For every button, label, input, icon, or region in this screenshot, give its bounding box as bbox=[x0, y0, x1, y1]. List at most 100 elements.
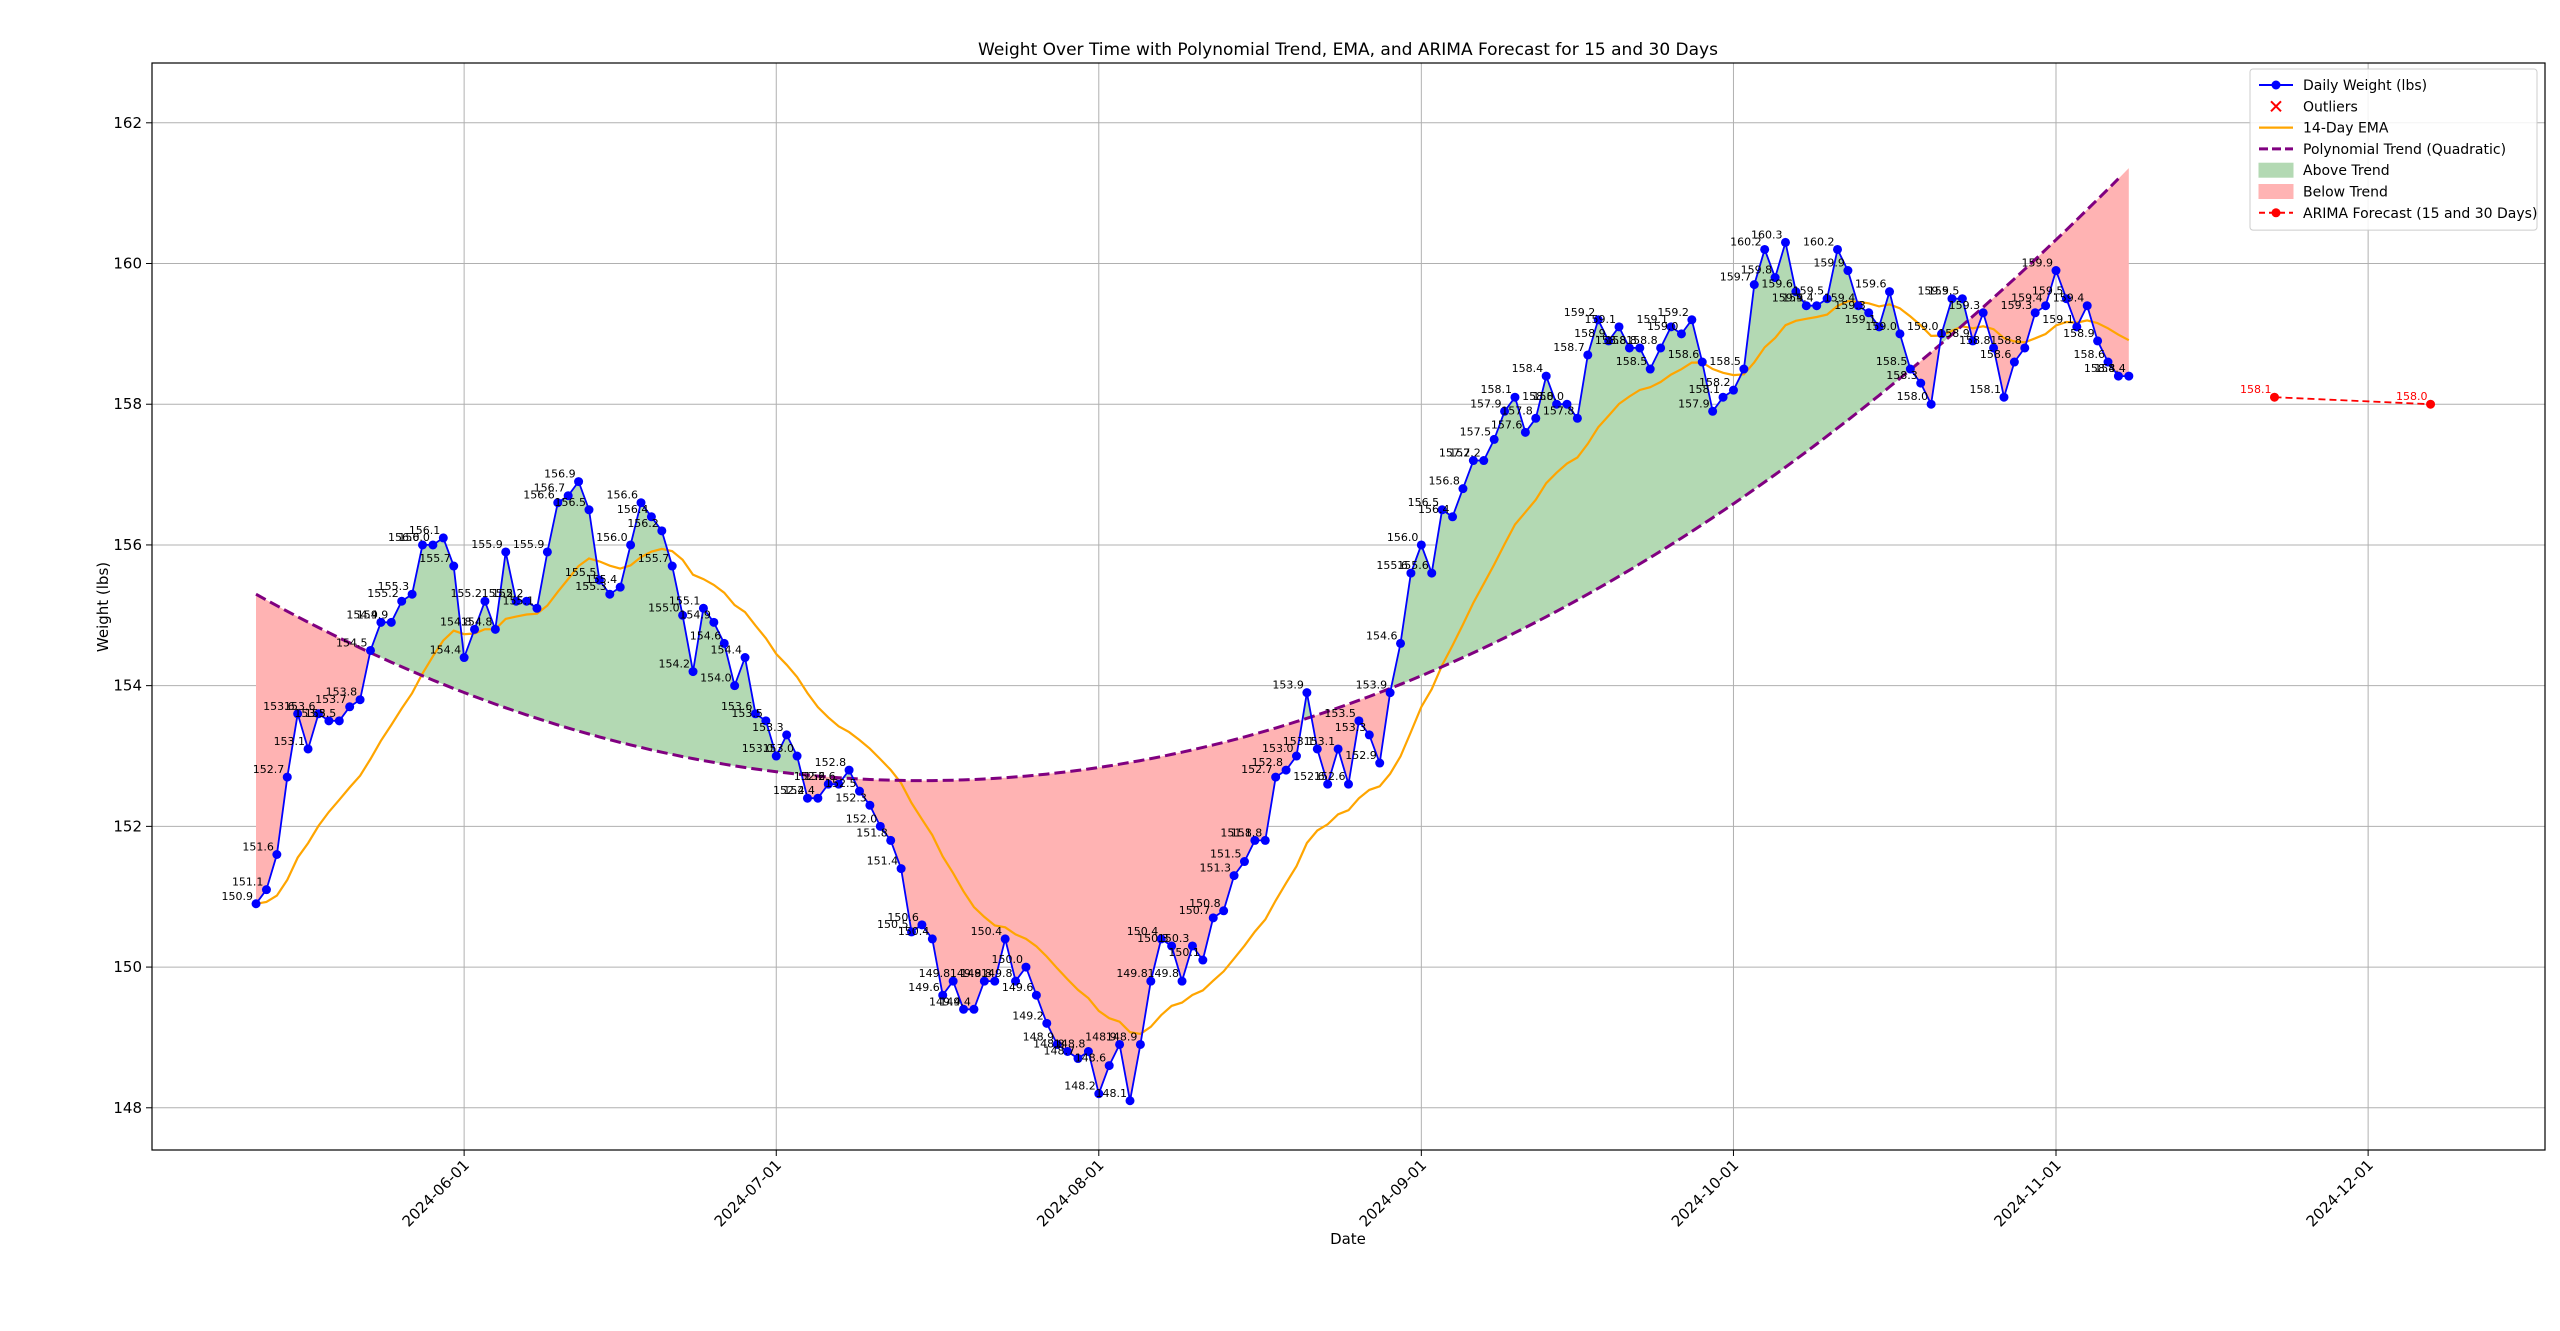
weight-point-label: 158.5 bbox=[1616, 355, 1648, 368]
y-tick-label: 150 bbox=[113, 958, 142, 976]
weight-point bbox=[1354, 716, 1364, 726]
weight-point-label: 159.9 bbox=[1813, 257, 1845, 270]
weight-point-label: 152.4 bbox=[783, 784, 815, 797]
weight-point-label: 158.4 bbox=[2094, 362, 2126, 375]
weight-point-label: 155.6 bbox=[1397, 559, 1429, 572]
weight-point-label: 157.8 bbox=[1501, 404, 1533, 417]
weight-point bbox=[2113, 371, 2123, 381]
weight-point bbox=[594, 575, 604, 585]
legend-label: Above Trend bbox=[2303, 163, 2390, 179]
weight-point-label: 159.5 bbox=[1928, 285, 1960, 298]
weight-point-label: 157.5 bbox=[1460, 425, 1492, 438]
weight-point-label: 149.8 bbox=[950, 967, 982, 980]
weight-point bbox=[1905, 364, 1915, 374]
weight-point bbox=[449, 561, 459, 571]
y-tick-label: 158 bbox=[113, 395, 142, 413]
weight-point-label: 152.5 bbox=[825, 777, 857, 790]
weight-point bbox=[563, 491, 573, 501]
weight-point-label: 156.9 bbox=[544, 468, 576, 481]
weight-point bbox=[626, 540, 636, 550]
weight-point bbox=[542, 547, 552, 557]
weight-point bbox=[376, 617, 386, 627]
weight-point bbox=[605, 589, 615, 599]
weight-point-label: 158.8 bbox=[1595, 334, 1627, 347]
weight-point bbox=[834, 779, 844, 789]
weight-point bbox=[1448, 512, 1458, 522]
weight-point-label: 153.5 bbox=[294, 707, 326, 720]
weight-point-label: 158.6 bbox=[1980, 348, 2012, 361]
weight-point-label: 156.4 bbox=[1418, 503, 1450, 516]
weight-point-label: 153.6 bbox=[284, 700, 316, 713]
weight-point bbox=[813, 793, 823, 803]
weight-point-label: 155.2 bbox=[367, 587, 399, 600]
weight-point-label: 153.7 bbox=[315, 693, 347, 706]
weight-point bbox=[1885, 287, 1895, 297]
weight-point bbox=[761, 716, 771, 726]
weight-point-label: 149.6 bbox=[908, 981, 940, 994]
legend-swatch-marker bbox=[2271, 208, 2281, 218]
weight-point-label: 150.4 bbox=[898, 925, 930, 938]
weight-point-label: 154.2 bbox=[659, 658, 691, 671]
x-axis-title: Date bbox=[1330, 1230, 1366, 1248]
weight-point-label: 155.4 bbox=[586, 573, 618, 586]
weight-point bbox=[2061, 294, 2071, 304]
weight-point-label: 154.8 bbox=[461, 615, 493, 628]
weight-point-label: 150.1 bbox=[1168, 946, 1200, 959]
weight-point bbox=[1437, 505, 1447, 515]
weight-point bbox=[2020, 343, 2030, 353]
y-tick-label: 156 bbox=[113, 536, 142, 554]
weight-point bbox=[2051, 266, 2061, 276]
legend-label: ARIMA Forecast (15 and 30 Days) bbox=[2303, 206, 2537, 222]
weight-point bbox=[1926, 399, 1936, 409]
weight-point bbox=[2124, 371, 2134, 381]
weight-point bbox=[1000, 934, 1010, 944]
weight-point bbox=[709, 617, 719, 627]
weight-point-label: 149.8 bbox=[1116, 967, 1148, 980]
weight-point-label: 151.5 bbox=[1210, 848, 1242, 861]
weight-point bbox=[365, 645, 375, 655]
weight-point bbox=[1063, 1047, 1073, 1057]
below-trend-fill bbox=[1311, 688, 1392, 785]
weight-point-label: 156.5 bbox=[554, 496, 586, 509]
weight-point-label: 159.3 bbox=[1949, 299, 1981, 312]
weight-point bbox=[1676, 329, 1686, 339]
weight-point-label: 157.2 bbox=[1439, 447, 1471, 460]
weight-point-label: 159.5 bbox=[1793, 285, 1825, 298]
weight-point bbox=[1333, 744, 1343, 754]
weight-point bbox=[948, 976, 958, 986]
weight-point-label: 156.8 bbox=[1428, 475, 1460, 488]
weight-point-label: 152.4 bbox=[773, 784, 805, 797]
weight-point bbox=[1739, 364, 1749, 374]
weight-point bbox=[303, 744, 313, 754]
weight-point bbox=[1531, 413, 1541, 423]
weight-point bbox=[1250, 835, 1260, 845]
weight-point bbox=[293, 709, 303, 719]
weight-point-label: 159.0 bbox=[1647, 320, 1679, 333]
weight-point-label: 159.1 bbox=[1585, 313, 1617, 326]
weight-point-label: 158.5 bbox=[1876, 355, 1908, 368]
weight-point-label: 156.5 bbox=[1408, 496, 1440, 509]
weight-point bbox=[636, 498, 646, 508]
weight-point-label: 155.7 bbox=[419, 552, 451, 565]
weight-point-label: 156.4 bbox=[617, 503, 649, 516]
weight-point-label: 158.0 bbox=[1897, 390, 1929, 403]
weight-point-label: 159.4 bbox=[1824, 292, 1856, 305]
weight-point bbox=[719, 638, 729, 648]
weight-point bbox=[802, 793, 812, 803]
weight-point-label: 154.0 bbox=[700, 672, 732, 685]
x-tick-label: 2024-11-01 bbox=[1990, 1156, 2064, 1230]
weight-point-label: 155.9 bbox=[471, 538, 503, 551]
weight-point-label: 148.9 bbox=[1106, 1030, 1138, 1043]
weight-point-label: 150.8 bbox=[1189, 897, 1221, 910]
weight-point bbox=[1489, 434, 1499, 444]
legend-label: Outliers bbox=[2303, 99, 2358, 115]
weight-point bbox=[1396, 638, 1406, 648]
weight-point-label: 152.6 bbox=[1293, 770, 1325, 783]
weight-point bbox=[511, 596, 521, 606]
weight-point-label: 158.5 bbox=[1709, 355, 1741, 368]
chart-title: Weight Over Time with Polynomial Trend, … bbox=[978, 40, 1718, 60]
weight-point-label: 157.2 bbox=[1449, 447, 1481, 460]
legend-box bbox=[2249, 68, 2538, 231]
weight-point bbox=[1500, 406, 1510, 416]
legend-swatch-x bbox=[2270, 100, 2282, 113]
